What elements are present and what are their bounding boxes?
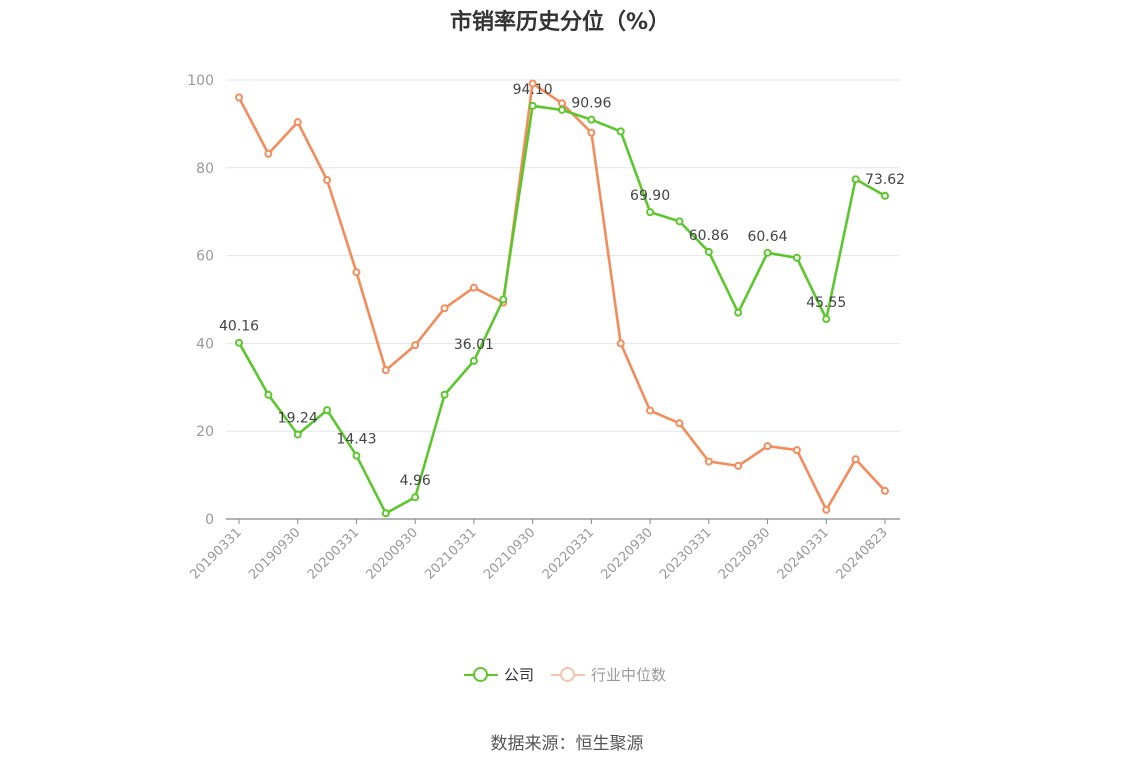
data-label: 73.62 bbox=[865, 172, 905, 188]
data-point-industry-median bbox=[293, 118, 302, 127]
data-point-company bbox=[411, 493, 420, 502]
data-label: 40.16 bbox=[219, 319, 259, 335]
data-point-company bbox=[293, 430, 302, 439]
data-point-company bbox=[264, 390, 273, 399]
data-point-company bbox=[323, 406, 332, 415]
chart-title: 市销率历史分位（%） bbox=[449, 10, 671, 35]
x-tick-label: 20210930 bbox=[481, 525, 538, 582]
data-label: 19.24 bbox=[278, 411, 318, 427]
data-point-company bbox=[851, 175, 860, 184]
y-tick-label: 60 bbox=[196, 249, 214, 265]
data-point-company bbox=[646, 208, 655, 217]
data-point-company bbox=[616, 127, 625, 136]
data-point-industry-median bbox=[440, 304, 449, 313]
data-point-industry-median bbox=[411, 341, 420, 350]
data-point-industry-median bbox=[646, 406, 655, 415]
x-tick-label: 20240823 bbox=[833, 525, 890, 582]
x-tick-label: 20220331 bbox=[540, 525, 597, 582]
data-point-industry-median bbox=[763, 442, 772, 451]
data-point-company bbox=[704, 247, 713, 256]
data-point-company bbox=[528, 101, 537, 110]
legend-marker-industry-median bbox=[551, 666, 585, 683]
data-point-company bbox=[499, 295, 508, 304]
y-tick-label: 100 bbox=[187, 73, 214, 89]
data-point-company bbox=[381, 509, 390, 518]
y-tick-label: 20 bbox=[196, 424, 214, 440]
data-point-company bbox=[469, 356, 478, 365]
data-label: 36.01 bbox=[454, 337, 494, 353]
data-label: 4.96 bbox=[400, 473, 431, 489]
data-point-industry-median bbox=[822, 505, 831, 514]
data-label: 69.90 bbox=[630, 188, 670, 204]
data-point-company bbox=[763, 248, 772, 257]
y-tick-label: 40 bbox=[196, 336, 214, 352]
data-point-company bbox=[235, 338, 243, 347]
data-point-company bbox=[558, 105, 566, 114]
data-point-industry-median bbox=[528, 79, 537, 88]
data-point-industry-median bbox=[264, 149, 273, 158]
data-point-industry-median bbox=[469, 283, 478, 292]
data-point-company bbox=[587, 115, 596, 124]
legend-label-industry-median: 行业中位数 bbox=[591, 666, 667, 684]
x-tick-label: 20190930 bbox=[246, 525, 303, 582]
series-line-company bbox=[237, 104, 886, 515]
legend-label-company: 公司 bbox=[504, 666, 535, 684]
data-point-company bbox=[881, 191, 889, 200]
x-tick-label: 20230930 bbox=[716, 525, 773, 582]
data-label: 94.10 bbox=[513, 82, 553, 98]
x-tick-label: 20240331 bbox=[775, 525, 832, 582]
data-point-industry-median bbox=[352, 268, 361, 277]
data-point-industry-median bbox=[235, 93, 243, 102]
data-label: 90.96 bbox=[571, 96, 611, 112]
data-label: 14.43 bbox=[336, 432, 376, 448]
data-point-company bbox=[734, 308, 743, 317]
x-tick-label: 20210331 bbox=[422, 525, 479, 582]
data-point-industry-median bbox=[792, 446, 801, 455]
y-tick-label: 80 bbox=[196, 161, 214, 177]
data-point-industry-median bbox=[675, 419, 684, 428]
data-point-industry-median bbox=[558, 99, 566, 108]
data-point-company bbox=[822, 315, 831, 324]
data-point-industry-median bbox=[851, 455, 860, 464]
x-tick-label: 20200930 bbox=[364, 525, 421, 582]
data-point-industry-median bbox=[587, 128, 596, 137]
data-point-industry-median bbox=[734, 461, 743, 470]
data-point-industry-median bbox=[704, 457, 713, 466]
legend-marker-company bbox=[464, 666, 498, 683]
data-label: 60.64 bbox=[747, 229, 787, 245]
data-point-company bbox=[352, 451, 361, 460]
y-tick-label: 0 bbox=[205, 512, 214, 528]
legend-item-company[interactable]: 公司 bbox=[464, 664, 534, 685]
x-tick-label: 20190331 bbox=[187, 525, 244, 582]
data-point-industry-median bbox=[381, 366, 390, 375]
data-point-company bbox=[792, 253, 801, 262]
data-point-company bbox=[675, 217, 684, 226]
data-point-industry-median bbox=[881, 486, 889, 495]
data-point-industry-median bbox=[616, 339, 625, 348]
x-tick-label: 20200331 bbox=[305, 525, 362, 582]
x-tick-label: 20220930 bbox=[599, 525, 656, 582]
data-point-industry-median bbox=[323, 176, 332, 185]
data-point-company bbox=[440, 390, 449, 399]
data-label: 60.86 bbox=[689, 228, 729, 244]
legend-item-industry-median[interactable]: 行业中位数 bbox=[551, 664, 666, 685]
data-label: 45.55 bbox=[806, 295, 846, 311]
x-tick-label: 20230331 bbox=[657, 525, 714, 582]
data-source: 数据来源：恒生聚源 bbox=[490, 734, 644, 754]
